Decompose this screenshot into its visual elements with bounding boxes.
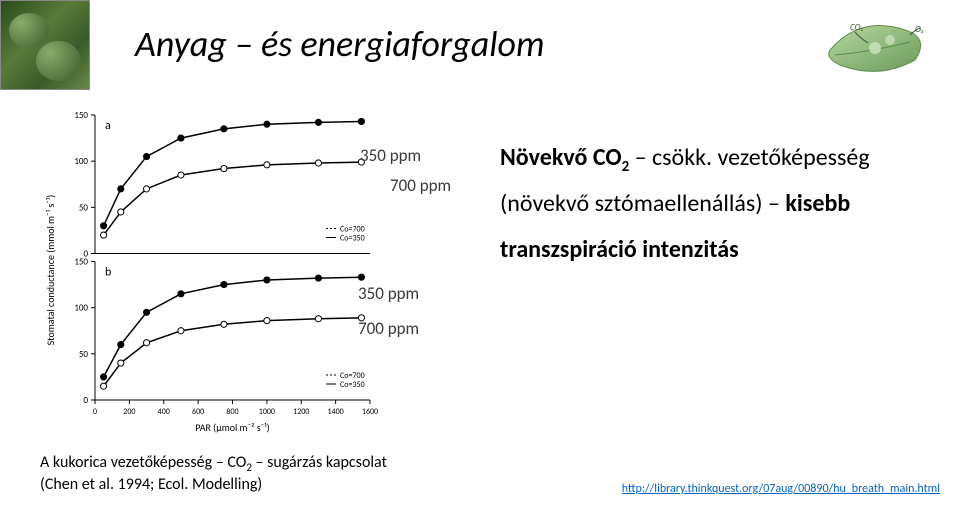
svg-text:400: 400 <box>158 407 170 417</box>
figure-caption: A kukorica vezetőképesség – CO2 – sugárz… <box>40 453 387 496</box>
stomata-micrograph <box>0 0 90 90</box>
svg-text:PAR (μmol m⁻² s⁻¹): PAR (μmol m⁻² s⁻¹) <box>195 421 269 434</box>
svg-text:1200: 1200 <box>293 407 309 417</box>
source-url[interactable]: http://library.thinkquest.org/07aug/0089… <box>622 482 940 496</box>
line1-bold: Növekvő CO <box>500 143 622 172</box>
svg-text:0: 0 <box>83 395 88 406</box>
label-a-350: 350 ppm <box>360 145 421 166</box>
svg-text:1000: 1000 <box>259 407 275 417</box>
svg-text:800: 800 <box>226 407 238 417</box>
label-b-700: 700 ppm <box>358 318 419 339</box>
co2-label: CO₂ <box>850 22 864 33</box>
svg-text:0: 0 <box>93 407 97 417</box>
svg-text:50: 50 <box>79 202 89 213</box>
svg-text:600: 600 <box>192 407 204 417</box>
line3-bold: transzspiráció intenzitás <box>500 235 739 264</box>
svg-text:150: 150 <box>74 257 88 268</box>
svg-text:b: b <box>105 266 111 280</box>
svg-text:1600: 1600 <box>362 407 378 417</box>
caption-1a: A kukorica vezetőképesség – CO <box>40 453 246 472</box>
svg-text:150: 150 <box>74 110 88 121</box>
svg-text:Stomatal conductance (mmol m⁻¹: Stomatal conductance (mmol m⁻¹ s⁻¹) <box>44 195 57 346</box>
line2-bold: kisebb <box>785 189 850 218</box>
caption-2: (Chen et al. 1994; Ecol. Modelling) <box>40 475 262 494</box>
svg-text:100: 100 <box>74 156 88 167</box>
slide-title: Anyag – és energiaforgalom <box>135 22 544 66</box>
summary-text: Növekvő CO2 – csökk. vezetőképesség (növ… <box>500 135 920 272</box>
svg-text:Co=350: Co=350 <box>340 234 365 244</box>
svg-text:a: a <box>105 119 111 133</box>
svg-text:100: 100 <box>74 303 88 314</box>
leaf-icon: CO₂ O₂ <box>820 10 940 80</box>
line2-plain: (növekvő sztómaellenállás) – <box>500 189 785 218</box>
svg-text:1400: 1400 <box>328 407 344 417</box>
svg-text:200: 200 <box>123 407 135 417</box>
label-a-700: 700 ppm <box>390 175 451 196</box>
line1-rest: – csökk. vezetőképesség <box>629 143 869 172</box>
label-b-350: 350 ppm <box>358 283 419 304</box>
conductance-chart: Stomatal conductance (mmol m⁻¹ s⁻¹) 0 50 10… <box>40 105 415 435</box>
svg-text:50: 50 <box>79 349 89 360</box>
svg-text:Co=350: Co=350 <box>340 380 365 390</box>
caption-1b: – sugárzás kapcsolat <box>252 453 387 472</box>
